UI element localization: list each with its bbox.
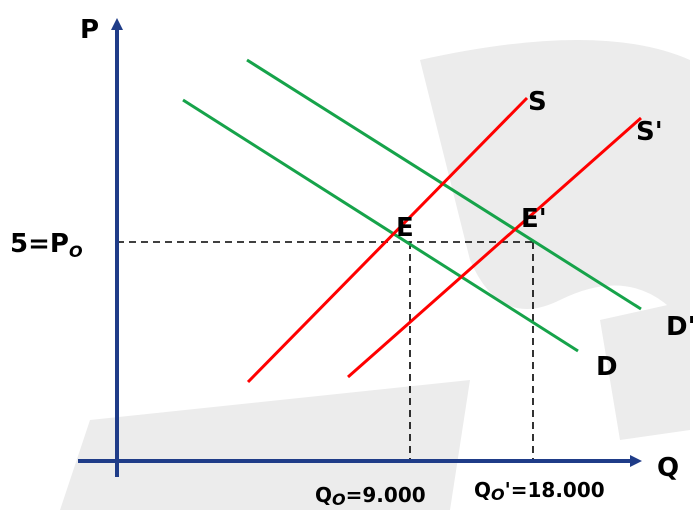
supply-label-s: S xyxy=(528,87,547,117)
demand-label-d: D xyxy=(596,352,618,382)
supply-curve-s xyxy=(246,96,529,384)
axes xyxy=(78,18,642,477)
quantity-label-new: QO'=18.000 xyxy=(474,478,605,504)
price-label: 5=PO xyxy=(10,229,83,261)
quantity-label-initial: QO=9.000 xyxy=(315,483,426,509)
supply-curve-s-shifted xyxy=(347,116,642,379)
watermark-shape-right xyxy=(600,300,690,440)
equilibrium-label-e-shifted: E' xyxy=(521,204,547,234)
watermark-shape-top xyxy=(420,40,690,330)
y-axis-label: P xyxy=(80,15,99,45)
equilibrium-label-e: E xyxy=(396,213,414,243)
supply-label-s-shifted: S' xyxy=(636,117,663,147)
supply-curves xyxy=(246,96,642,384)
watermark-shape-bottom xyxy=(60,380,470,510)
demand-curve-d xyxy=(182,98,579,353)
demand-label-d-shifted: D' xyxy=(666,312,693,342)
x-axis-label: Q xyxy=(657,453,679,483)
watermark xyxy=(60,40,690,510)
guide-lines xyxy=(117,241,534,462)
